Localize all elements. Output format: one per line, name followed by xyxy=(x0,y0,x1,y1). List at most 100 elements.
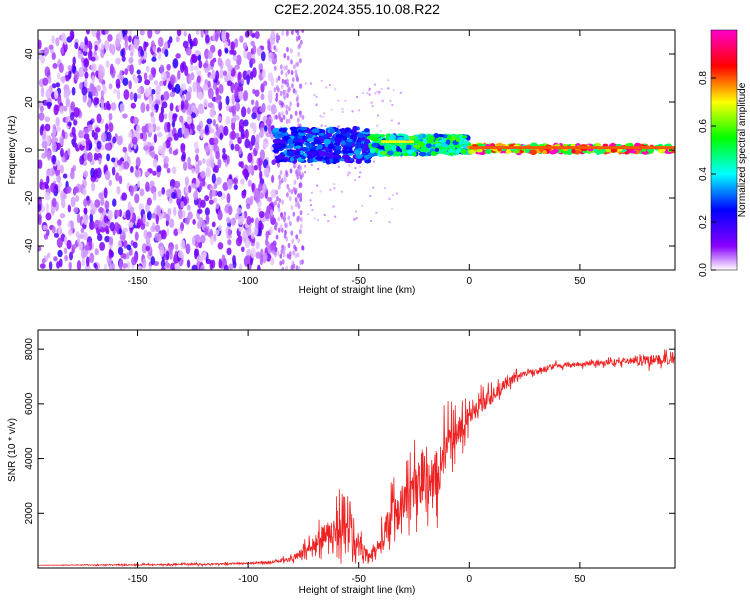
spectrogram-cell xyxy=(157,131,163,138)
spectrogram-cell xyxy=(79,41,85,49)
spectrogram-cell xyxy=(283,65,286,71)
spectrogram-cell xyxy=(136,93,142,100)
spectrogram-cell xyxy=(271,174,275,183)
spectrogram-cell xyxy=(259,170,263,181)
spectrogram-cell xyxy=(461,135,468,139)
spectrogram-cell xyxy=(296,135,303,139)
spectrogram-cell xyxy=(254,89,260,97)
spectrogram-cell xyxy=(264,125,268,132)
spectrogram-cell xyxy=(168,146,173,155)
spectrogram-cell xyxy=(198,60,203,69)
spectrogram-cell xyxy=(108,236,114,246)
spectrogram-cell xyxy=(200,220,206,228)
spectrogram-cell xyxy=(287,215,291,221)
spectrogram-cell xyxy=(200,199,206,209)
spectrogram-cell xyxy=(128,80,132,90)
spectrogram-cell xyxy=(47,103,51,110)
spectrogram-cell xyxy=(100,196,105,206)
spectrogram-cell xyxy=(75,195,80,203)
spectrogram-cell xyxy=(286,92,289,99)
spectrogram-cell xyxy=(151,56,157,62)
spectrogram-cell xyxy=(299,223,303,229)
spectrogram-cell xyxy=(86,195,90,201)
spectrogram-cell xyxy=(166,228,170,236)
spectrogram-cell xyxy=(282,93,286,99)
snr-ylabel: SNR (10 * v/v) xyxy=(7,418,18,482)
spectrogram-cell xyxy=(173,132,179,141)
spectrogram-cell xyxy=(58,181,62,188)
spectrogram-cell xyxy=(391,207,394,210)
colorbar-tick-label: 0.4 xyxy=(698,167,709,181)
spectrogram-cell xyxy=(70,196,76,208)
spectrogram-cell xyxy=(136,124,141,134)
spectrogram-cell xyxy=(125,209,131,221)
spectrogram-cell xyxy=(397,122,400,125)
spectrogram-cell xyxy=(334,149,342,154)
spectrogram-cell xyxy=(197,160,202,166)
spectrogram-cell xyxy=(63,236,68,245)
spectrogram-cell xyxy=(72,142,78,148)
spectrogram-cell xyxy=(96,85,102,92)
spectrogram-cell xyxy=(344,99,347,102)
spectrogram-cell xyxy=(130,102,137,109)
spectrogram-cell xyxy=(233,184,238,190)
spectrogram-cell xyxy=(356,141,361,146)
spectrogram-cell xyxy=(315,156,320,160)
spectrogram-cell xyxy=(80,130,85,139)
spectrogram-cell xyxy=(387,87,390,90)
spectrogram-cell xyxy=(267,40,271,52)
spectrogram-cell xyxy=(207,102,214,108)
spectrogram-cell xyxy=(150,116,156,124)
spectrogram-cell xyxy=(371,142,379,148)
spectrogram-cell xyxy=(102,83,106,91)
spectrogram-cell xyxy=(280,214,284,220)
spectrogram-cell xyxy=(154,232,160,242)
spectrogram-cell xyxy=(38,245,42,252)
spectrogram-cell xyxy=(80,227,85,234)
spectrogram-cell xyxy=(178,208,183,220)
spectrogram-cell xyxy=(275,189,279,195)
spectrogram-cell xyxy=(315,95,318,98)
spectrogram-cell xyxy=(301,155,306,160)
spectrogram-cell xyxy=(61,198,66,209)
spectrogram-cell xyxy=(54,183,59,190)
spectrogram-cell xyxy=(319,115,322,118)
spectrogram-cell xyxy=(182,210,186,219)
spectrogram-cell xyxy=(175,35,180,43)
spectrogram-cell xyxy=(327,220,330,223)
spectrogram-cell xyxy=(228,174,233,180)
spectrogram-cell xyxy=(196,124,202,132)
spectrogram-cell xyxy=(246,107,251,115)
spectrogram-cell xyxy=(290,189,294,195)
spectrogram-cell xyxy=(243,90,249,101)
spectrogram-cell xyxy=(485,148,492,155)
spectrogram-cell xyxy=(291,238,295,244)
spectrogram-cell xyxy=(325,158,331,165)
spectrogram-cell xyxy=(303,171,306,174)
spectrogram-cell xyxy=(68,70,72,79)
spectrogram-cell xyxy=(361,153,366,157)
spectrogram-cell xyxy=(84,244,91,251)
spectrogram-cell xyxy=(215,202,220,210)
spectrogram-cell xyxy=(56,72,61,80)
spectrogram-cell xyxy=(287,106,291,112)
spectrogram-cell xyxy=(209,137,215,146)
spectrogram-cell xyxy=(369,147,376,154)
spectrogram-cell xyxy=(610,148,618,153)
spectrogram-cell xyxy=(126,244,132,251)
spectrogram-cell xyxy=(274,144,281,148)
spectrogram-cell xyxy=(299,259,303,266)
spectrogram-cell xyxy=(230,130,236,141)
spectrogram-cell xyxy=(203,98,208,108)
spectrogram-cell xyxy=(67,64,72,72)
spectrogram-cell xyxy=(107,34,113,42)
spectrogram-cell xyxy=(143,72,148,81)
spectrogram-cell xyxy=(143,41,147,52)
spectrogram-cell xyxy=(163,90,170,101)
spectrogram-cell xyxy=(174,180,181,189)
spectrogram-cell xyxy=(73,133,77,144)
spectrogram-cell xyxy=(180,201,185,209)
spectrogram-cell xyxy=(76,260,82,270)
spectrogram-cell xyxy=(262,137,269,149)
spectrogram-cell xyxy=(83,153,89,161)
